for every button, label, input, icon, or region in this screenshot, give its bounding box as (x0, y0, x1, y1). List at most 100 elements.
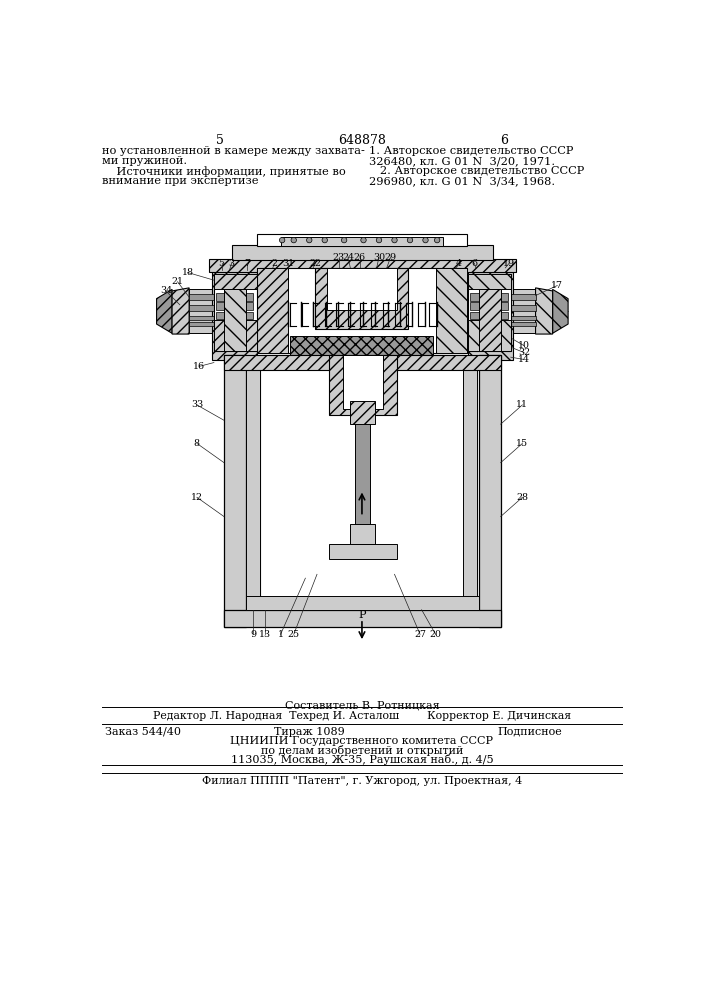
Text: 9: 9 (250, 630, 257, 639)
Text: 28: 28 (516, 493, 528, 502)
Text: 2: 2 (271, 259, 277, 268)
Bar (189, 294, 259, 300)
Bar (470, 312, 508, 319)
Bar (470, 293, 508, 301)
Bar (189, 322, 259, 326)
Text: 296980, кл. G 01 N  3/34, 1968.: 296980, кл. G 01 N 3/34, 1968. (369, 176, 555, 186)
Bar (479, 289, 501, 351)
Bar (209, 259, 516, 272)
Bar (224, 355, 246, 627)
Text: Источники информации, принятые во: Источники информации, принятые во (103, 166, 346, 177)
Bar (257, 268, 467, 353)
Polygon shape (156, 289, 172, 333)
Bar (466, 322, 535, 326)
Bar (224, 289, 246, 351)
Text: 31: 31 (282, 259, 294, 268)
Text: 4: 4 (456, 259, 462, 268)
Text: 32: 32 (518, 348, 530, 357)
Text: 5: 5 (216, 134, 224, 147)
Bar (259, 355, 465, 610)
Text: P: P (358, 610, 366, 620)
Circle shape (361, 237, 366, 243)
Text: 6: 6 (472, 259, 477, 268)
Text: 14: 14 (518, 355, 530, 364)
Text: 27: 27 (414, 630, 426, 639)
Bar (216, 302, 253, 310)
Polygon shape (553, 289, 568, 333)
Bar (224, 610, 501, 627)
Text: 34: 34 (160, 286, 172, 295)
Text: 1: 1 (278, 630, 284, 639)
Bar (343, 355, 383, 409)
Circle shape (291, 237, 296, 243)
Circle shape (307, 237, 312, 243)
Polygon shape (535, 288, 553, 334)
Bar (436, 268, 467, 353)
Circle shape (341, 237, 347, 243)
Bar (216, 312, 253, 319)
Bar (216, 293, 253, 301)
Text: Подписное: Подписное (498, 727, 563, 737)
Bar (290, 336, 433, 355)
Circle shape (376, 237, 382, 243)
Bar (329, 544, 397, 559)
Bar (189, 305, 259, 311)
Text: 21: 21 (172, 277, 184, 286)
Text: 13: 13 (259, 630, 271, 639)
Text: ми пружиной.: ми пружиной. (103, 156, 187, 166)
Text: по делам изобретений и открытий: по делам изобретений и открытий (261, 745, 463, 756)
Text: 19: 19 (503, 259, 515, 268)
Bar (468, 268, 513, 360)
Circle shape (322, 237, 327, 243)
Text: Заказ 544/40: Заказ 544/40 (105, 727, 182, 737)
Text: 7: 7 (244, 259, 250, 268)
Text: 23: 23 (332, 253, 345, 262)
Circle shape (407, 237, 413, 243)
Text: 18: 18 (182, 268, 194, 277)
Bar (246, 355, 259, 610)
Text: 326480, кл. G 01 N  3/20, 1971.: 326480, кл. G 01 N 3/20, 1971. (369, 156, 555, 166)
Text: 10: 10 (518, 341, 530, 350)
Text: 17: 17 (551, 281, 563, 290)
Text: 12: 12 (191, 493, 203, 502)
Circle shape (434, 237, 440, 243)
Bar (468, 274, 510, 351)
Text: 3: 3 (228, 259, 235, 268)
Bar (224, 355, 501, 370)
Text: 26: 26 (354, 253, 366, 262)
Polygon shape (214, 274, 257, 289)
Polygon shape (172, 288, 189, 334)
Polygon shape (214, 320, 257, 351)
Text: 5: 5 (218, 259, 225, 268)
Circle shape (279, 237, 285, 243)
Bar (281, 237, 443, 246)
Bar (257, 268, 288, 353)
Circle shape (392, 237, 397, 243)
Bar (189, 316, 259, 320)
Text: Редактор Л. Народная  Техред И. Асталош        Корректор Е. Дичинская: Редактор Л. Народная Техред И. Асталош К… (153, 711, 571, 721)
Text: 2. Авторское свидетельство СССР: 2. Авторское свидетельство СССР (369, 166, 584, 176)
Text: 648878: 648878 (338, 134, 386, 147)
Bar (466, 289, 535, 333)
Bar (351, 401, 375, 424)
Text: 24: 24 (342, 253, 354, 262)
Bar (189, 289, 259, 333)
Text: 29: 29 (385, 253, 397, 262)
Text: ЦНИИПИ Государственного комитета СССР: ЦНИИПИ Государственного комитета СССР (230, 736, 493, 746)
Bar (329, 355, 397, 415)
Bar (315, 268, 409, 329)
Bar (214, 274, 257, 351)
Text: 22: 22 (310, 259, 322, 268)
Text: 16: 16 (193, 362, 205, 371)
Text: 1. Авторское свидетельство СССР: 1. Авторское свидетельство СССР (369, 146, 573, 156)
Text: 25: 25 (288, 630, 300, 639)
Bar (257, 234, 467, 246)
Bar (470, 302, 508, 310)
Polygon shape (468, 320, 510, 351)
Bar (212, 268, 257, 360)
Text: 6: 6 (501, 134, 508, 147)
Text: 15: 15 (516, 439, 528, 448)
Bar (327, 268, 397, 310)
Polygon shape (468, 274, 510, 289)
Bar (466, 305, 535, 311)
